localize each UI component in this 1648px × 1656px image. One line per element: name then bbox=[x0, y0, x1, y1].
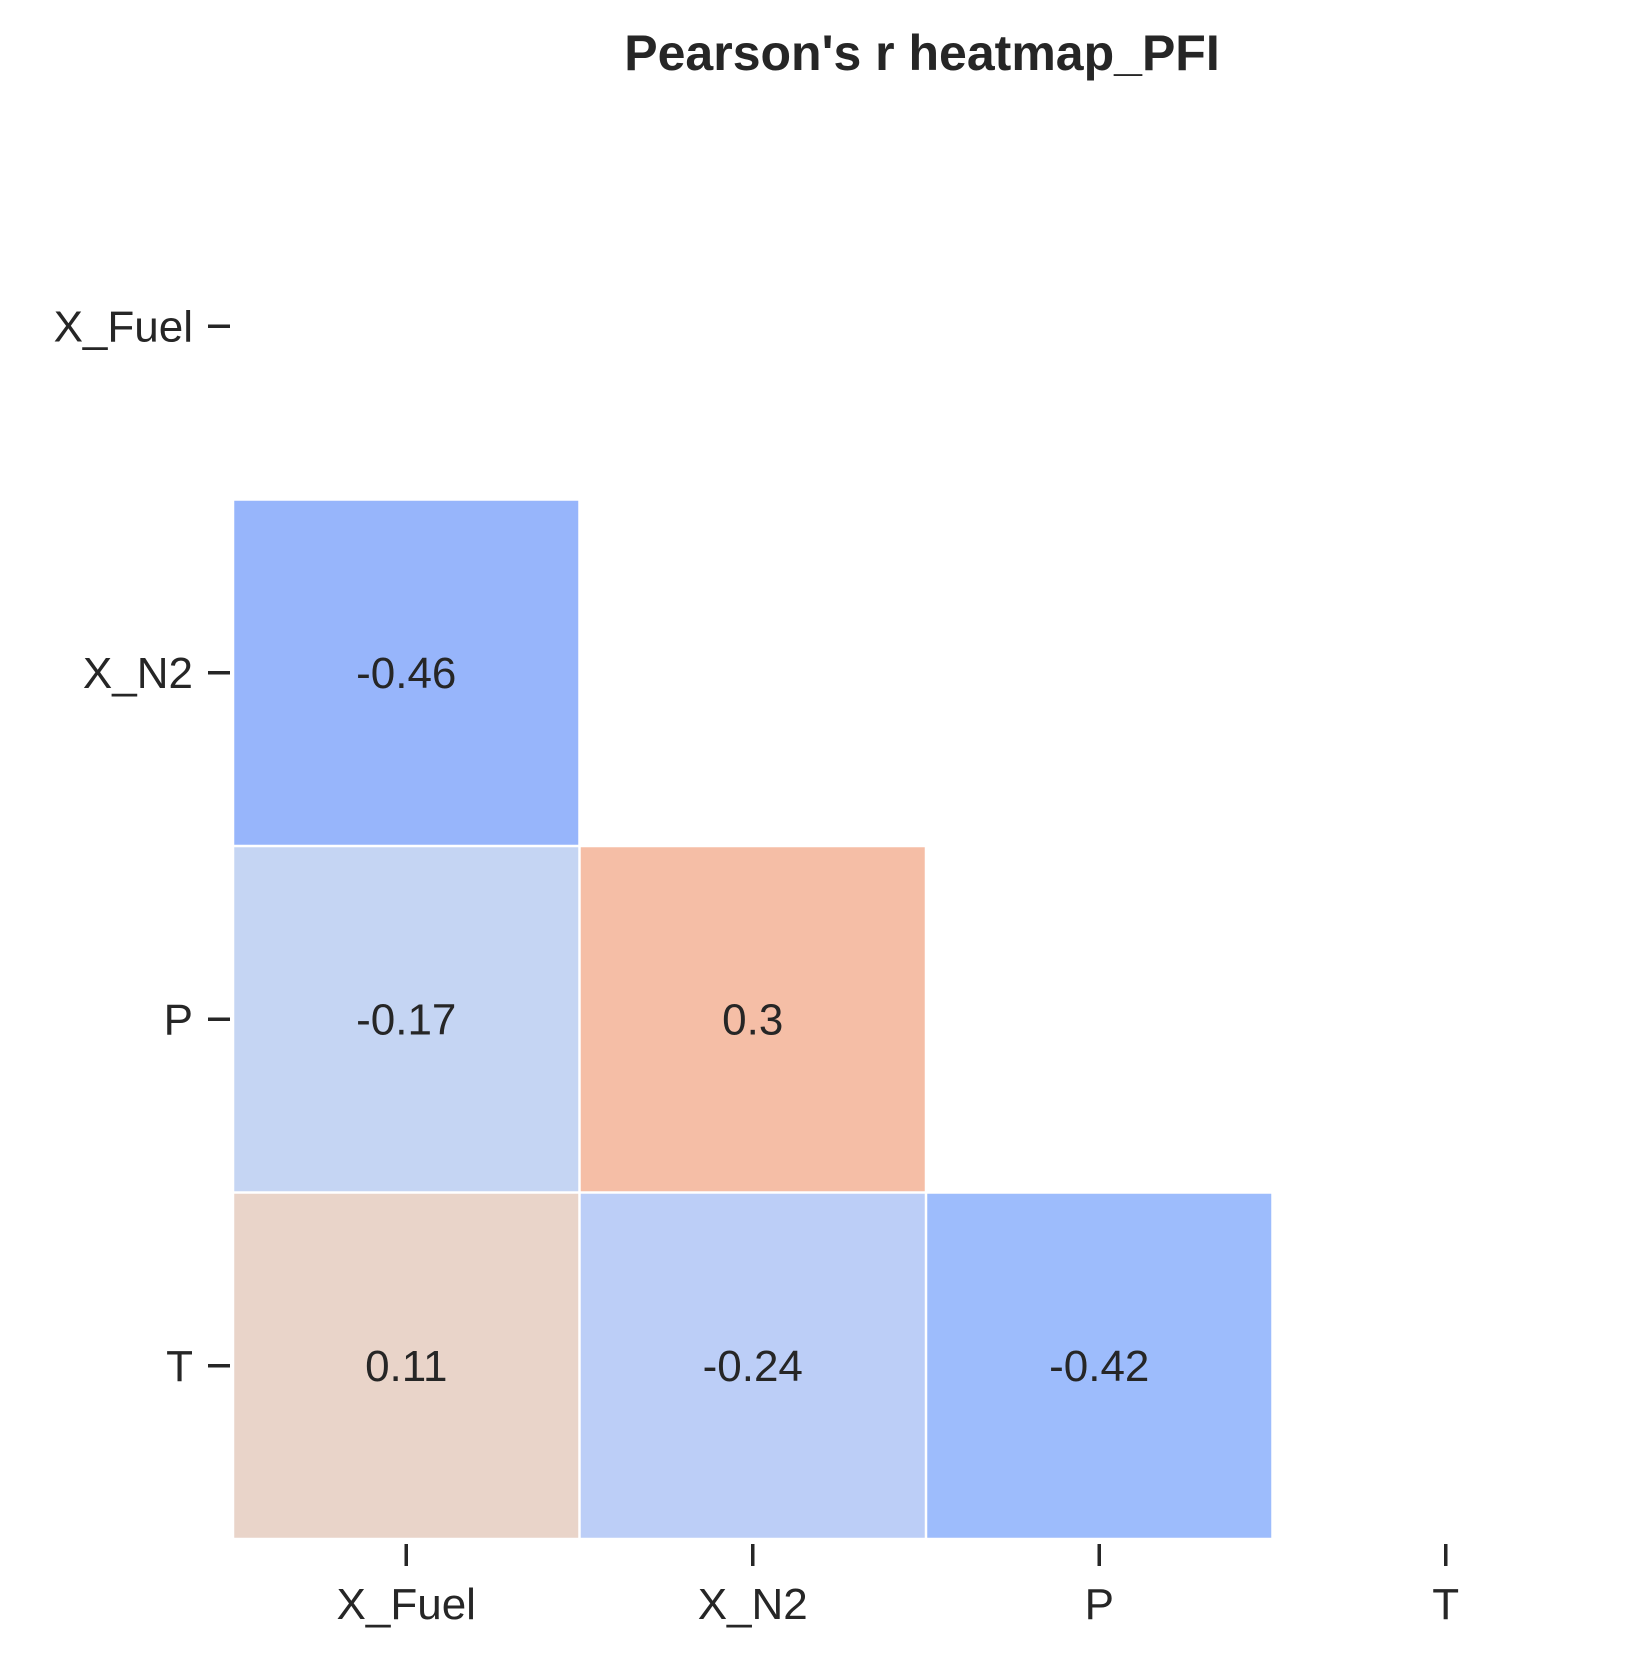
x-tick-label: P bbox=[1085, 1580, 1114, 1629]
cell-value-label: -0.46 bbox=[356, 649, 456, 698]
cell-value-label: 0.3 bbox=[722, 995, 783, 1044]
heatmap-cell-P-X_N2 bbox=[580, 847, 925, 1192]
y-axis: X_Fuel X_N2 P T bbox=[54, 302, 230, 1391]
heatmap-cell-X_N2-X_Fuel bbox=[234, 500, 579, 845]
cell-value-label: 0.11 bbox=[365, 1342, 447, 1391]
chart-title: Pearson's r heatmap_PFI bbox=[624, 25, 1219, 81]
x-axis: X_Fuel X_N2 P T bbox=[337, 1544, 1459, 1629]
heatmap-cell-P-X_Fuel bbox=[234, 847, 579, 1192]
cell-value-label: -0.42 bbox=[1049, 1342, 1149, 1391]
cell-value-label: -0.24 bbox=[703, 1342, 803, 1391]
heatmap-cell-labels: -0.46 -0.17 0.3 0.11 -0.24 -0.42 bbox=[356, 649, 1149, 1391]
cell-value-label: -0.17 bbox=[356, 995, 456, 1044]
y-tick-label: T bbox=[166, 1342, 193, 1391]
heatmap-cell-T-P bbox=[927, 1193, 1272, 1538]
heatmap-cell-T-X_Fuel bbox=[234, 1193, 579, 1538]
heatmap-cells bbox=[234, 500, 1272, 1538]
x-tick-label: X_N2 bbox=[698, 1580, 808, 1629]
y-tick-label: X_Fuel bbox=[54, 302, 193, 351]
x-tick-label: X_Fuel bbox=[337, 1580, 476, 1629]
y-tick-label: X_N2 bbox=[83, 649, 193, 698]
y-tick-label: P bbox=[164, 995, 193, 1044]
heatmap-cell-T-X_N2 bbox=[580, 1193, 925, 1538]
x-tick-label: T bbox=[1432, 1580, 1459, 1629]
